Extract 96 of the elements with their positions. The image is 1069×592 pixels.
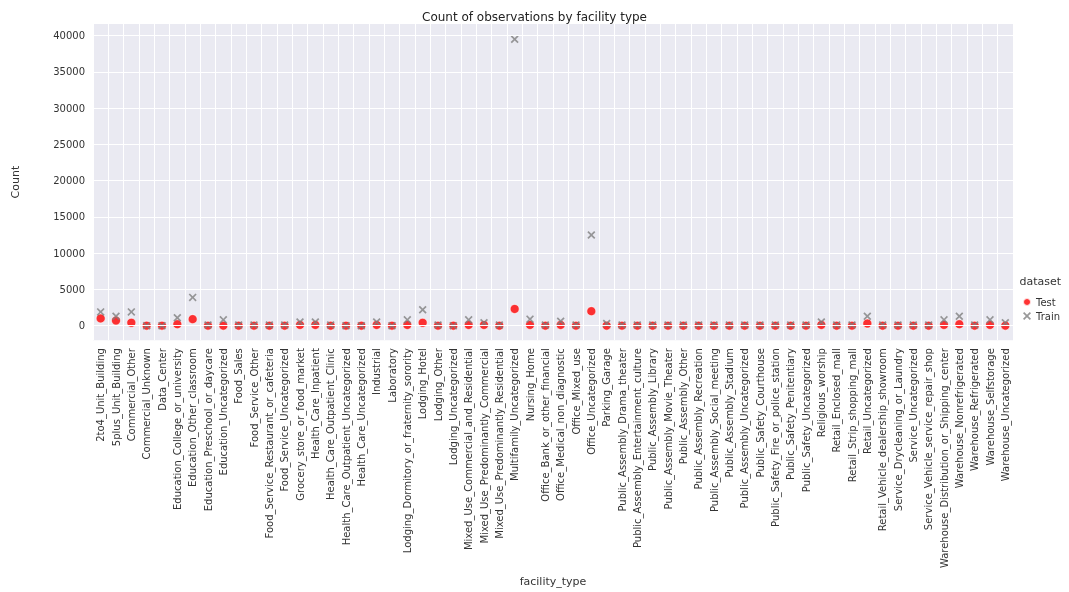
x-tick-label: Warehouse_Uncategorized <box>999 348 1012 482</box>
x-tick-label: Food_Service_Uncategorized <box>279 348 292 492</box>
x-tick-label: Retail_Uncategorized <box>861 348 874 454</box>
point <box>954 319 965 330</box>
x-tick-label: Public_Safety_Uncategorized <box>800 348 813 493</box>
x-tick-label: Public_Assembly_Drama_theater <box>616 347 629 512</box>
x-tick-label: Retail_Vehicle_dealership_showroom <box>877 348 890 532</box>
x-tick-label: Public_Assembly_Other <box>677 347 690 465</box>
x-tick-label: Laboratory <box>386 348 398 403</box>
x-tick-label: Office_Bank_or_other_financial <box>539 348 552 502</box>
point <box>955 312 964 321</box>
x-tick-label: Warehouse_Nonrefrigerated <box>953 348 966 489</box>
point <box>187 314 198 325</box>
x-tick-label: Food_Sales <box>233 348 246 404</box>
point <box>556 317 565 326</box>
point <box>940 315 948 324</box>
x-tick-label: Lodging_Uncategorized <box>447 348 460 466</box>
x-tick-label: Education_Other_classroom <box>187 348 200 488</box>
x-tick-label: Public_Assembly_Library <box>647 348 660 471</box>
x-tick-label: 2to4_Unit_Building <box>95 348 108 442</box>
legend-title: dataset <box>1019 275 1062 288</box>
x-axis-title: facility_type <box>519 575 587 588</box>
x-tick-label: Public_Safety_Penitentiary <box>785 348 798 480</box>
x-tick-label: Public_Assembly_Movie_Theater <box>662 347 675 510</box>
point <box>173 313 182 322</box>
x-tick-label: Warehouse_Refrigerated <box>969 348 982 471</box>
x-tick-label: Warehouse_Selfstorage <box>984 348 997 466</box>
point <box>95 313 106 324</box>
x-tick-label: Commercial_Unknown <box>141 348 154 460</box>
x-tick-label: Warehouse_Distribution_or_Shipping_center <box>938 347 951 569</box>
x-tick-label: Lodging_Hotel <box>417 348 430 420</box>
y-tick-label: 25000 <box>53 138 85 150</box>
point <box>509 304 520 314</box>
x-tick-label: Nursing_Home <box>524 348 537 422</box>
x-tick-label: 5plus_Unit_Building <box>110 348 123 447</box>
y-tick-label: 5000 <box>59 283 85 295</box>
x-tick-label: Retail_Strip_shopping_mall <box>846 348 859 483</box>
point <box>586 306 597 317</box>
x-tick-label: Public_Safety_Fire_or_police_station <box>769 348 782 527</box>
y-tick-label: 35000 <box>53 66 85 78</box>
x-tick-label: Lodging_Other <box>432 347 445 422</box>
y-tick-label: 30000 <box>53 102 85 114</box>
x-tick-label: Grocery_store_or_food_market <box>294 348 307 501</box>
x-tick-label: Education_Uncategorized <box>217 348 230 476</box>
x-tick-label: Education_College_or_university <box>171 348 184 510</box>
x-tick-label: Commercial_Other <box>125 347 138 442</box>
point <box>188 293 197 302</box>
y-tick-label: 40000 <box>53 30 85 42</box>
point <box>219 315 228 324</box>
x-tick-label: Public_Assembly_Stadium <box>723 348 736 478</box>
x-tick-label: Industrial <box>371 348 383 396</box>
x-tick-label: Multifamily_Uncategorized <box>509 348 522 481</box>
point <box>986 315 994 324</box>
point <box>862 318 873 329</box>
legend-label: Train <box>1035 310 1061 322</box>
x-tick-label: Public_Assembly_Social_meeting <box>708 348 721 513</box>
y-tick-label: 15000 <box>53 211 85 223</box>
x-tick-label: Health_Care_Outpatient_Clinic <box>325 348 338 501</box>
x-tick-label: Education_Preschool_or_daycare <box>202 348 215 512</box>
point <box>403 315 412 324</box>
x-tick-label: Religious_worship <box>815 348 828 438</box>
x-tick-label: Health_Care_Uncategorized <box>355 348 368 487</box>
x-tick-label: Health_Care_Inpatient <box>309 348 322 460</box>
point <box>126 317 137 328</box>
chart-title: Count of observations by facility type <box>421 10 648 24</box>
x-tick-label: Office_Mixed_use <box>570 348 583 435</box>
legend-label: Test <box>1035 296 1056 308</box>
point <box>510 35 519 44</box>
point <box>418 305 427 314</box>
x-tick-label: Parking_Garage <box>601 348 614 427</box>
y-tick-label: 20000 <box>53 175 85 187</box>
x-tick-label: Service_Uncategorized <box>907 348 920 463</box>
x-tick-label: Office_Uncategorized <box>585 348 598 455</box>
x-tick-label: Service_Drycleaning_or_Laundry <box>892 348 905 512</box>
point <box>863 312 872 321</box>
x-tick-label: Mixed_Use_Predominantly_Commercial <box>478 348 491 544</box>
x-tick-label: Mixed_Use_Predominantly_Residential <box>493 348 506 539</box>
x-tick-label: Public_Assembly_Uncategorized <box>739 348 752 509</box>
x-tick-label: Office_Medical_non_diagnostic <box>555 348 568 501</box>
x-tick-label: Public_Safety_Courthouse <box>754 348 767 478</box>
x-tick-label: Retail_Enclosed_mall <box>831 348 844 453</box>
x-tick-label: Data_Center <box>156 347 169 411</box>
y-tick-label: 0 <box>78 320 85 332</box>
y-tick-label: 10000 <box>53 247 85 259</box>
x-tick-label: Public_Assembly_Recreation <box>693 348 706 490</box>
y-axis-title: Count <box>9 165 22 199</box>
point <box>417 317 428 328</box>
x-tick-label: Mixed_Use_Commercial_and_Residential <box>463 348 476 551</box>
x-tick-label: Food_Service_Other <box>248 347 261 448</box>
x-tick-label: Service_Vehicle_service_repair_shop <box>923 348 936 531</box>
x-tick-label: Food_Service_Restaurant_or_cafeteria <box>263 348 276 539</box>
x-tick-label: Lodging_Dormitory_or_fraternity_sorority <box>401 348 414 554</box>
point <box>464 315 473 324</box>
x-tick-label: Public_Assembly_Entertainment_culture <box>631 348 644 549</box>
point <box>526 315 534 324</box>
x-tick-label: Health_Care_Outpatient_Uncategorized <box>340 348 353 546</box>
